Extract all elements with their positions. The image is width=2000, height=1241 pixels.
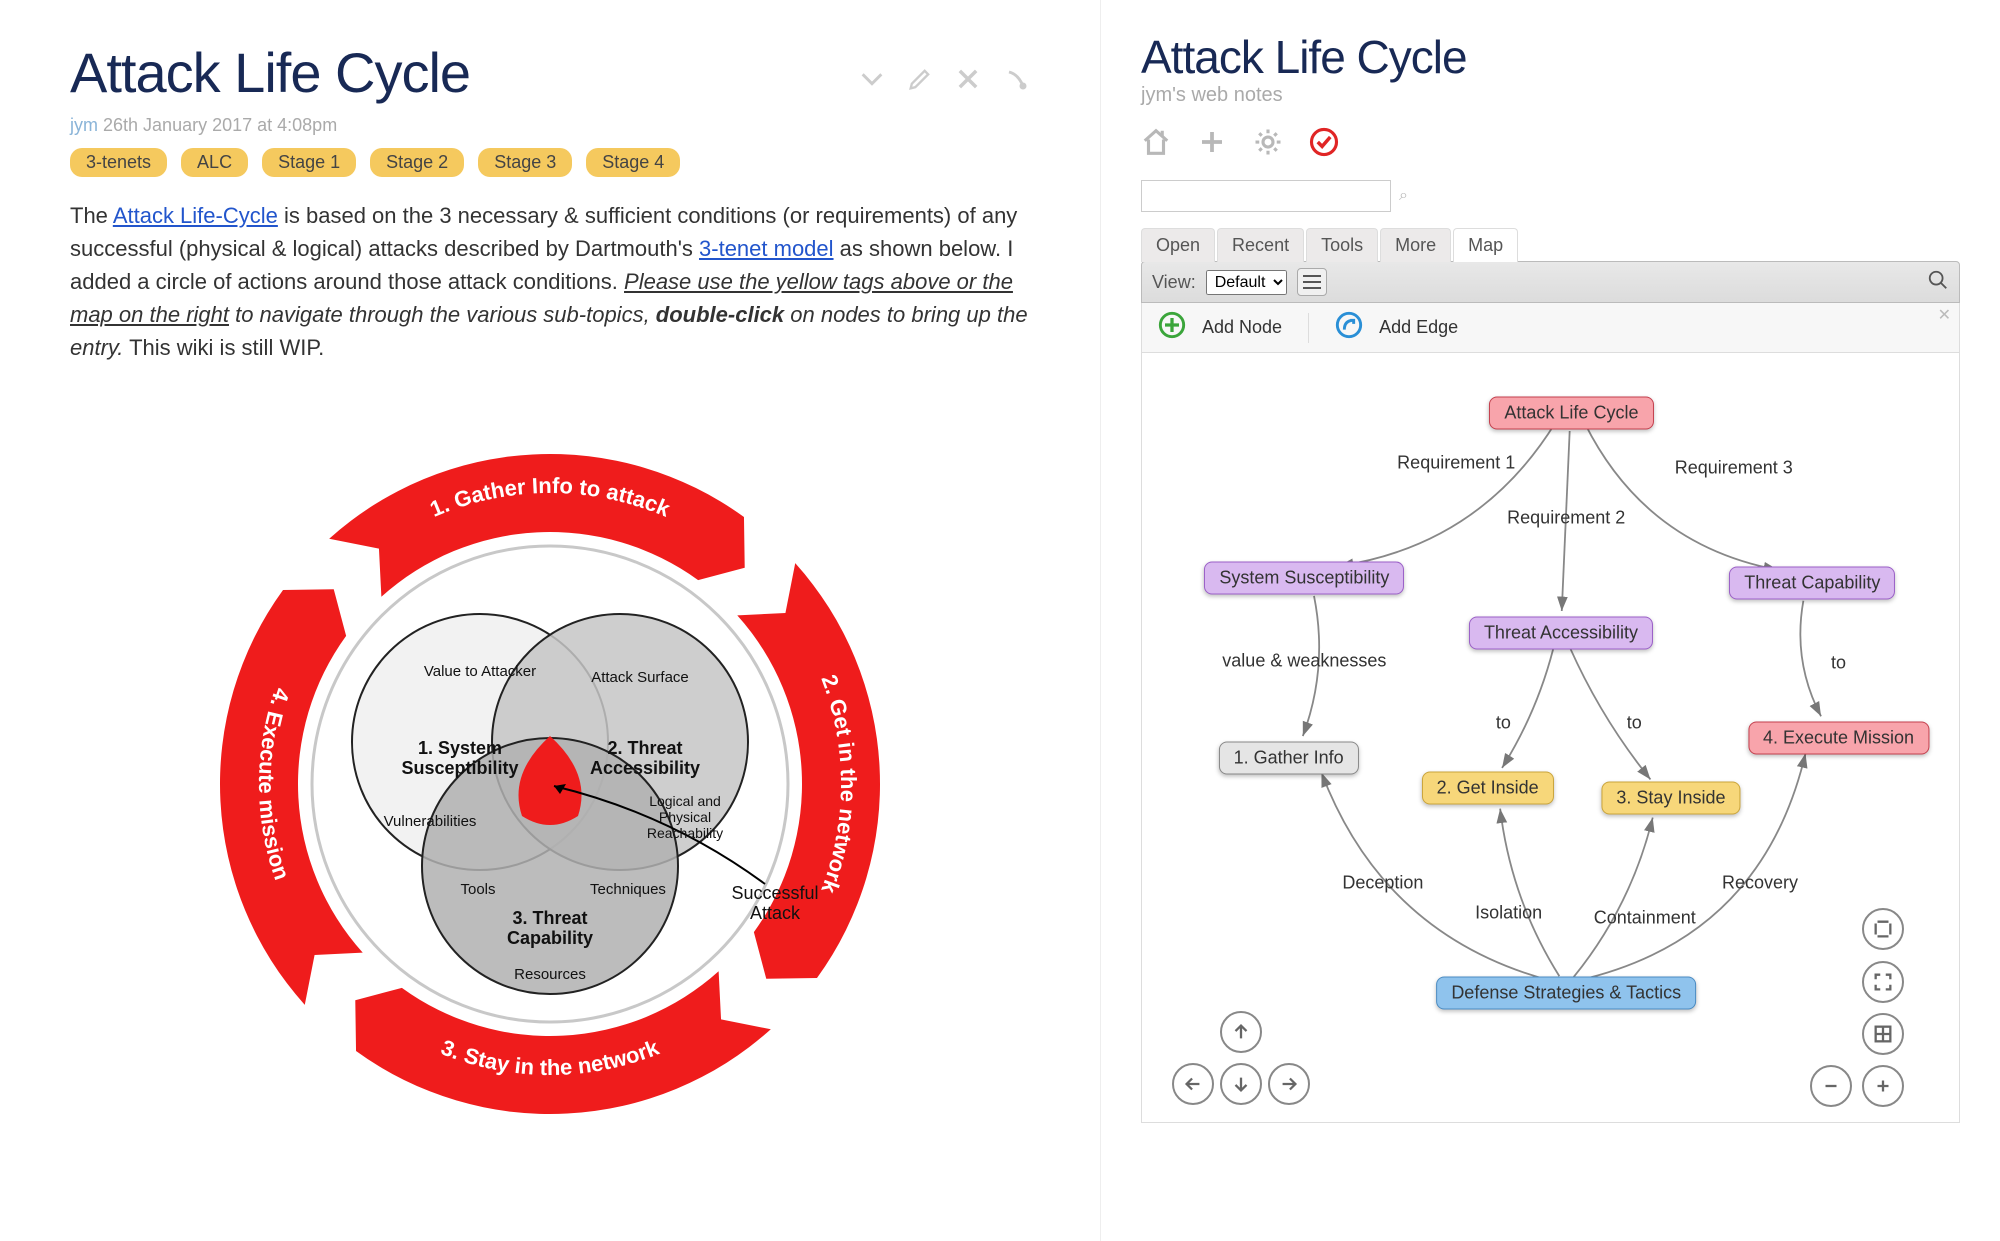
svg-text:3. Threat: 3. Threat <box>512 908 587 928</box>
tag-row: 3-tenets ALC Stage 1 Stage 2 Stage 3 Stage 4 <box>70 148 1030 177</box>
map-node[interactable]: Threat Capability <box>1729 567 1895 600</box>
check-icon[interactable] <box>1309 127 1339 162</box>
pan-left-button[interactable] <box>1172 1063 1214 1105</box>
close-subtoolbar-icon[interactable]: ✕ <box>1938 305 1951 325</box>
home-icon[interactable] <box>1141 127 1171 162</box>
map-toolbar: View: Default <box>1141 261 1960 303</box>
page-title: Attack Life Cycle <box>70 40 470 105</box>
edge-label: Requirement 2 <box>1507 508 1625 529</box>
hamburger-icon[interactable] <box>1297 268 1327 296</box>
tag[interactable]: Stage 1 <box>262 148 356 177</box>
title-icon-row <box>858 40 1030 98</box>
map-node[interactable]: 2. Get Inside <box>1422 772 1554 805</box>
view-select[interactable]: Default <box>1206 270 1287 295</box>
sidebar-icon-row <box>1141 127 1960 162</box>
zoom-out-button[interactable] <box>1810 1065 1852 1107</box>
edge-label: to <box>1496 713 1511 734</box>
view-label: View: <box>1152 272 1196 293</box>
svg-text:Successful: Successful <box>731 883 818 903</box>
tab-open[interactable]: Open <box>1141 228 1215 262</box>
fit-button[interactable] <box>1862 961 1904 1003</box>
svg-text:1. System: 1. System <box>418 738 502 758</box>
edge-label: Isolation <box>1475 903 1542 924</box>
svg-text:Logical and: Logical and <box>649 793 721 809</box>
gear-icon[interactable] <box>1253 127 1283 162</box>
tag[interactable]: Stage 3 <box>478 148 572 177</box>
tag[interactable]: 3-tenets <box>70 148 167 177</box>
map-node[interactable]: Defense Strategies & Tactics <box>1436 977 1696 1010</box>
author-link[interactable]: jym <box>70 115 98 135</box>
svg-text:2. Threat: 2. Threat <box>607 738 682 758</box>
fullscreen-button[interactable] <box>1862 908 1904 950</box>
map-subtoolbar: Add Node Add Edge ✕ <box>1141 303 1960 353</box>
map-node[interactable]: 1. Gather Info <box>1219 742 1359 775</box>
tab-map[interactable]: Map <box>1453 228 1518 262</box>
sidebar-title: Attack Life Cycle <box>1141 30 1960 84</box>
edge-label: Deception <box>1342 873 1423 894</box>
svg-text:Physical: Physical <box>659 809 711 825</box>
more-icon[interactable] <box>1002 65 1030 98</box>
zoom-icon[interactable] <box>1927 269 1949 296</box>
map-node[interactable]: System Susceptibility <box>1204 562 1404 595</box>
edge-label: Requirement 1 <box>1397 453 1515 474</box>
tenet-model-link[interactable]: 3-tenet model <box>699 236 834 261</box>
body-paragraph: The Attack Life-Cycle is based on the 3 … <box>70 199 1030 364</box>
add-node-icon[interactable] <box>1158 311 1186 344</box>
close-icon[interactable] <box>954 65 982 98</box>
svg-text:Accessibility: Accessibility <box>590 758 700 778</box>
chevron-down-icon[interactable] <box>858 65 886 98</box>
edge-label: Containment <box>1594 908 1696 929</box>
svg-text:Attack Surface: Attack Surface <box>591 669 689 686</box>
edge-label: to <box>1831 653 1846 674</box>
add-edge-icon[interactable] <box>1335 311 1363 344</box>
svg-text:Susceptibility: Susceptibility <box>401 758 518 778</box>
svg-text:Attack: Attack <box>750 903 801 923</box>
tab-more[interactable]: More <box>1380 228 1451 262</box>
map-node[interactable]: 3. Stay Inside <box>1601 782 1740 815</box>
meta-line: jym 26th January 2017 at 4:08pm <box>70 115 1030 136</box>
date-text: 26th January 2017 at 4:08pm <box>103 115 337 135</box>
pan-right-button[interactable] <box>1268 1063 1310 1105</box>
edit-icon[interactable] <box>906 65 934 98</box>
map-node[interactable]: Attack Life Cycle <box>1489 397 1653 430</box>
edge-label: Requirement 3 <box>1675 458 1793 479</box>
tab-tools[interactable]: Tools <box>1306 228 1378 262</box>
tab-row: OpenRecentToolsMoreMap <box>1141 228 1960 262</box>
cycle-diagram: 1. Gather Info to attack2. Get in the ne… <box>70 394 1030 1154</box>
attack-life-cycle-link[interactable]: Attack Life-Cycle <box>113 203 278 228</box>
svg-text:Vulnerabilities: Vulnerabilities <box>384 813 477 830</box>
zoom-in-button[interactable] <box>1862 1065 1904 1107</box>
add-node-label[interactable]: Add Node <box>1202 317 1282 338</box>
tab-recent[interactable]: Recent <box>1217 228 1304 262</box>
svg-text:Value to Attacker: Value to Attacker <box>424 663 536 680</box>
edge-label: value & weaknesses <box>1222 651 1386 672</box>
svg-text:Resources: Resources <box>514 966 586 983</box>
search-input[interactable] <box>1141 180 1391 212</box>
edge-label: Recovery <box>1722 873 1798 894</box>
map-node[interactable]: 4. Execute Mission <box>1748 722 1929 755</box>
map-node[interactable]: Threat Accessibility <box>1469 617 1653 650</box>
add-edge-label[interactable]: Add Edge <box>1379 317 1458 338</box>
center-button[interactable] <box>1862 1013 1904 1055</box>
sidebar-subtitle: jym's web notes <box>1141 84 1960 107</box>
pan-up-button[interactable] <box>1220 1011 1262 1053</box>
svg-text:Tools: Tools <box>460 881 495 898</box>
edge-label: to <box>1627 713 1642 734</box>
search-icon[interactable]: ⌕ <box>1399 187 1408 205</box>
tag[interactable]: Stage 2 <box>370 148 464 177</box>
plus-icon[interactable] <box>1197 127 1227 162</box>
svg-text:Techniques: Techniques <box>590 881 666 898</box>
svg-text:Reachability: Reachability <box>647 825 723 841</box>
tag[interactable]: ALC <box>181 148 248 177</box>
map-canvas[interactable]: Attack Life Cycle System Susceptibility Th… <box>1141 353 1960 1123</box>
svg-text:Capability: Capability <box>507 928 593 948</box>
pan-down-button[interactable] <box>1220 1063 1262 1105</box>
tag[interactable]: Stage 4 <box>586 148 680 177</box>
